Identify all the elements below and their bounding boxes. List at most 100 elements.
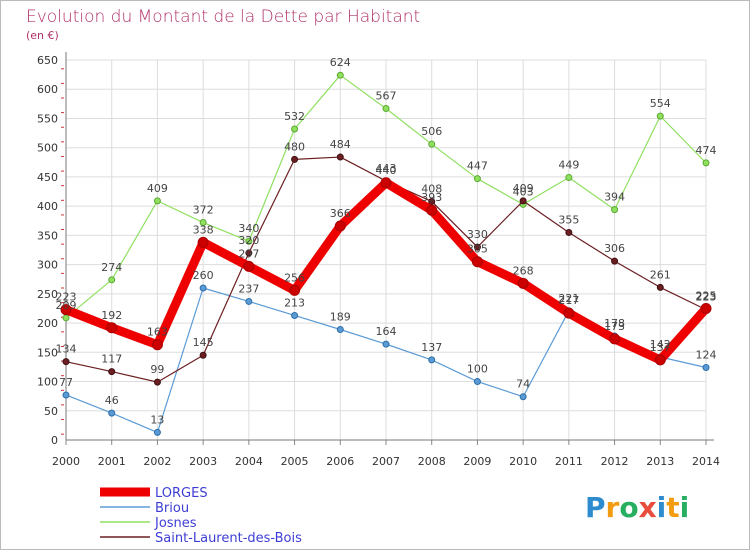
- data-label: 393: [421, 191, 442, 204]
- y-tick-label: 550: [37, 112, 58, 125]
- data-point: [702, 159, 710, 167]
- data-label: 142: [650, 338, 671, 351]
- data-label: 372: [193, 204, 214, 217]
- data-point: [656, 112, 664, 120]
- data-point: [108, 409, 116, 417]
- data-label: 192: [101, 309, 122, 322]
- data-label: 213: [284, 296, 305, 309]
- x-tick-label: 2007: [372, 455, 400, 468]
- data-label: 447: [467, 160, 488, 173]
- data-point: [473, 378, 481, 386]
- data-point: [151, 339, 163, 351]
- data-point: [245, 237, 253, 245]
- y-tick-label: 450: [37, 171, 58, 184]
- data-point: [289, 284, 301, 296]
- x-tick-label: 2006: [326, 455, 354, 468]
- data-point: [565, 228, 573, 236]
- y-tick-label: 400: [37, 200, 58, 213]
- data-point: [473, 175, 481, 183]
- data-point: [473, 243, 481, 251]
- data-point: [245, 249, 253, 257]
- data-label: 99: [150, 363, 164, 376]
- data-label: 297: [238, 247, 259, 260]
- data-label: 480: [284, 140, 305, 153]
- data-point: [336, 326, 344, 334]
- data-point: [656, 283, 664, 291]
- data-point: [471, 256, 483, 268]
- x-tick-label: 2011: [555, 455, 583, 468]
- data-point: [153, 378, 161, 386]
- y-tick-label: 150: [37, 346, 58, 359]
- data-label: 164: [376, 325, 397, 338]
- data-point: [334, 220, 346, 232]
- data-label: 624: [330, 56, 351, 69]
- chart-title: Evolution du Montant de la Dette par Hab…: [26, 7, 420, 27]
- data-point: [517, 277, 529, 289]
- data-point: [62, 391, 70, 399]
- data-label: 163: [147, 326, 168, 339]
- data-point: [336, 153, 344, 161]
- data-point: [153, 428, 161, 436]
- data-label: 320: [238, 234, 259, 247]
- data-labels: 77 46 13 260 237 213 189 164 137 100 74 221 178 142 12…: [56, 56, 717, 426]
- data-point: [609, 333, 621, 345]
- y-tick-label: 300: [37, 259, 58, 272]
- x-tick-label: 2010: [509, 455, 537, 468]
- x-tick-label: 2014: [692, 455, 720, 468]
- data-label: 340: [238, 222, 259, 235]
- data-point: [426, 204, 438, 216]
- legend-label: Josnes: [154, 516, 197, 531]
- data-label: 221: [558, 292, 579, 305]
- data-label: 189: [330, 311, 351, 324]
- data-point: [700, 302, 712, 314]
- data-point: [199, 219, 207, 227]
- data-point: [519, 197, 527, 205]
- series: [60, 71, 712, 436]
- data-label: 484: [330, 138, 351, 151]
- data-label: 173: [604, 320, 625, 333]
- data-label: 145: [193, 336, 214, 349]
- data-point: [62, 358, 70, 366]
- data-point: [60, 304, 72, 316]
- data-label: 403: [513, 185, 534, 198]
- data-label: 13: [150, 413, 164, 426]
- x-tick-label: 2004: [235, 455, 263, 468]
- data-label: 134: [56, 343, 77, 356]
- data-label: 137: [421, 341, 442, 354]
- legend-label: LORGES: [155, 486, 208, 501]
- data-label: 225: [696, 289, 717, 302]
- data-label: 137: [650, 341, 671, 354]
- data-label: 305: [467, 243, 488, 256]
- data-point: [153, 197, 161, 205]
- data-point: [611, 257, 619, 265]
- data-label: 506: [421, 125, 442, 138]
- data-label: 217: [558, 294, 579, 307]
- x-tick-label: 2003: [189, 455, 217, 468]
- data-point: [291, 155, 299, 163]
- data-label: 274: [101, 261, 122, 274]
- chart-subtitle: (en €): [26, 29, 59, 42]
- data-label: 330: [467, 228, 488, 241]
- data-label: 440: [376, 164, 397, 177]
- data-point: [611, 206, 619, 214]
- y-tick-label: 100: [37, 376, 58, 389]
- proxiti-logo: Proxiti: [585, 491, 689, 524]
- x-tick-label: 2012: [601, 455, 629, 468]
- data-label: 355: [558, 213, 579, 226]
- data-point: [243, 260, 255, 272]
- y-tick-label: 350: [37, 229, 58, 242]
- data-label: 394: [604, 191, 625, 204]
- data-label: 306: [604, 242, 625, 255]
- data-label: 74: [516, 378, 530, 391]
- data-point: [108, 276, 116, 284]
- data-label: 443: [376, 162, 397, 175]
- data-point: [563, 307, 575, 319]
- data-point: [291, 125, 299, 133]
- x-tick-label: 2013: [646, 455, 674, 468]
- x-tick-label: 2002: [143, 455, 171, 468]
- data-label: 46: [105, 394, 119, 407]
- data-label: 409: [147, 182, 168, 195]
